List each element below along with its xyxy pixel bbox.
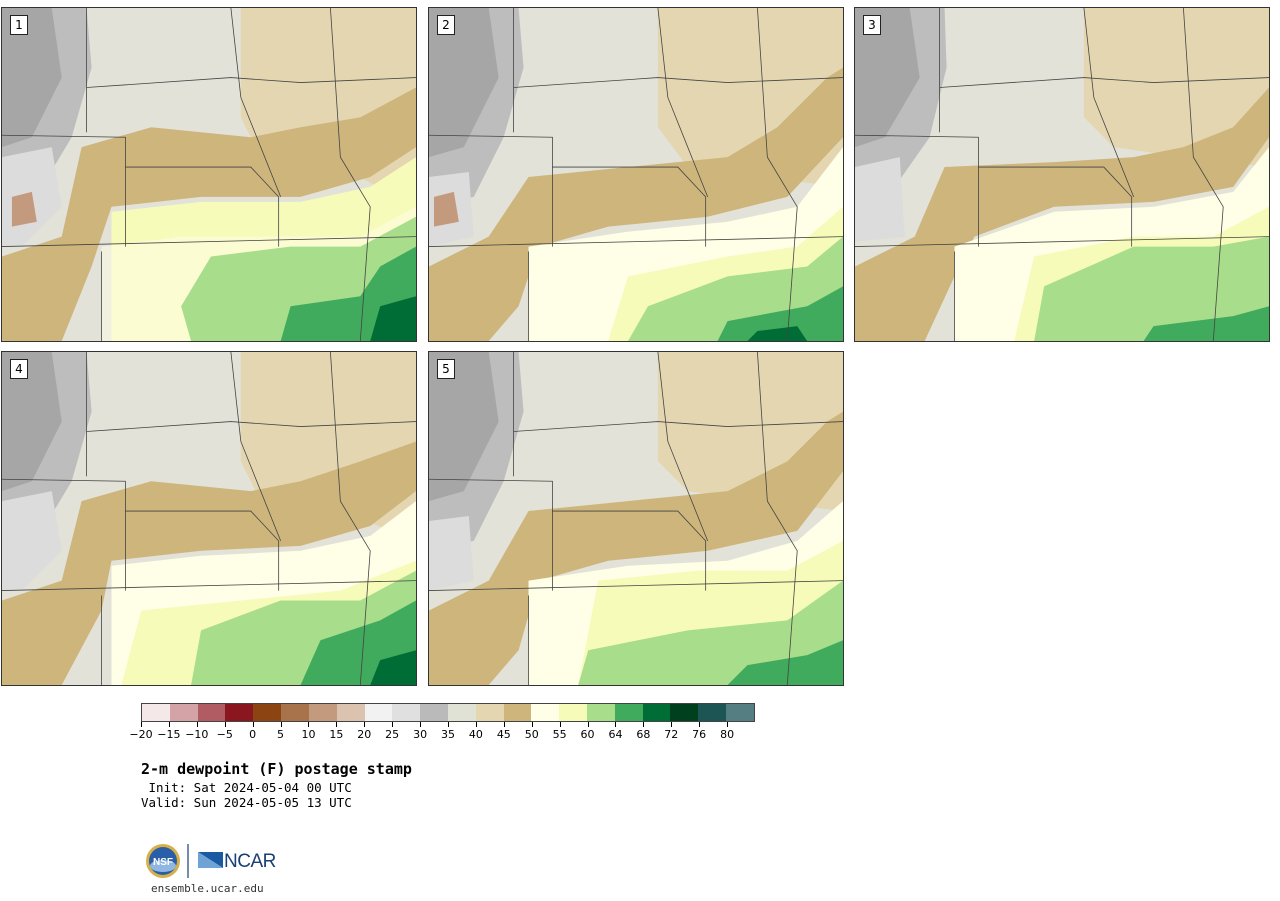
colorbar-tick-label: 55: [552, 728, 567, 741]
colorbar-tick-label: 60: [580, 728, 595, 741]
colorbar-swatch: [503, 704, 532, 721]
colorbar-tick-label: −20: [129, 728, 153, 741]
colorbar-tick: [252, 722, 254, 727]
colorbar-tick: [364, 722, 366, 727]
colorbar-swatch: [420, 704, 448, 721]
figure-title: 2-m dewpoint (F) postage stamp: [141, 760, 412, 778]
colorbar-tick: [196, 722, 198, 727]
panel-number: 3: [863, 15, 881, 35]
colorbar-swatch: [447, 704, 476, 721]
colorbar-tick-label: 72: [664, 728, 679, 741]
colorbar-swatch: [698, 704, 727, 721]
colorbar-tick: [336, 722, 338, 727]
panel-number: 5: [437, 359, 455, 379]
colorbar-swatch: [308, 704, 337, 721]
colorbar-swatch: [726, 704, 754, 721]
colorbar-tick-label: 40: [468, 728, 483, 741]
panel-number: 1: [10, 15, 28, 35]
colorbar-tick: [531, 722, 533, 727]
colorbar-ticks: −20 −15 −10 −5 0 5 10 15 20 25 30 35 40 45 50 55 60 64 68 7…: [129, 722, 755, 742]
colorbar-swatch: [642, 704, 671, 721]
panel-3: 3: [854, 7, 1270, 342]
map-panel-1: [2, 8, 416, 341]
panel-2: 2: [428, 7, 844, 342]
colorbar-tick: [392, 722, 394, 727]
colorbar-swatch: [670, 704, 699, 721]
map-panel-2: [429, 8, 843, 341]
colorbar-tick-label: 35: [441, 728, 455, 741]
colorbar-swatch: [475, 704, 504, 721]
colorbar-swatch: [614, 704, 643, 721]
init-time: Init: Sat 2024-05-04 00 UTC: [141, 780, 352, 795]
colorbar-tick: [448, 722, 449, 727]
colorbar-tick-label: −10: [185, 728, 209, 741]
colorbar-swatch: [364, 704, 393, 721]
colorbar-tick-label: 45: [496, 728, 511, 741]
nsf-seal-logo: NSF: [146, 844, 223, 878]
nsf-seal-text: NSF: [153, 857, 173, 868]
colorbar-swatch: [392, 704, 421, 721]
colorbar-tick: [168, 722, 170, 727]
colorbar-swatch: [169, 704, 198, 721]
colorbar-tick-label: 10: [301, 728, 316, 741]
map-panel-5: [429, 352, 843, 685]
colorbar-swatch: [197, 704, 226, 721]
map-panel-3: [855, 8, 1269, 341]
colorbar-swatch: [253, 704, 282, 721]
colorbar-tick-label: 50: [524, 728, 539, 741]
colorbar-swatch: [587, 704, 615, 721]
colorbar-tick-label: 25: [385, 728, 400, 741]
panel-4: 4: [1, 351, 417, 686]
ncar-logo-text: NCAR: [224, 851, 276, 872]
colorbar-tick: [420, 722, 422, 727]
map-panel-4: [2, 352, 416, 685]
colorbar-tick-label: 76: [692, 728, 707, 741]
colorbar-tick: [224, 722, 226, 727]
colorbar-tick-label: 15: [329, 728, 344, 741]
colorbar: [141, 703, 755, 722]
panel-number: 2: [437, 15, 455, 35]
colorbar-swatch: [336, 704, 365, 721]
colorbar-tick-label: 5: [277, 728, 285, 741]
colorbar-tick: [503, 722, 505, 727]
colorbar-tick: [643, 722, 645, 727]
valid-time: Valid: Sun 2024-05-05 13 UTC: [141, 795, 352, 810]
colorbar-tick: [587, 722, 589, 727]
colorbar-tick: [475, 722, 477, 727]
colorbar-tick: [280, 722, 282, 727]
colorbar-swatch: [281, 704, 309, 721]
site-url: ensemble.ucar.edu: [151, 882, 264, 895]
colorbar-tick-label: 68: [636, 728, 651, 741]
colorbar-tick-label: −5: [216, 728, 233, 741]
colorbar-tick-label: 30: [413, 728, 428, 741]
panel-5: 5: [428, 351, 844, 686]
colorbar-tick: [699, 722, 701, 727]
panel-1: 1: [1, 7, 417, 342]
colorbar-tick: [308, 722, 310, 727]
colorbar-swatch: [531, 704, 560, 721]
colorbar-tick-label: −15: [157, 728, 181, 741]
colorbar-tick-label: 80: [720, 728, 735, 741]
logos: NSF NCAR: [145, 842, 276, 882]
colorbar-tick: [615, 722, 617, 727]
colorbar-tick-label: 20: [357, 728, 372, 741]
colorbar-tick-label: 64: [608, 728, 623, 741]
colorbar-swatch: [225, 704, 254, 721]
colorbar-tick: [141, 722, 142, 727]
panel-number: 4: [10, 359, 28, 379]
colorbar-swatch: [559, 704, 587, 721]
colorbar-tick: [671, 722, 673, 727]
colorbar-tick-label: 0: [249, 728, 257, 741]
colorbar-tick: [559, 722, 561, 727]
colorbar-tick: [727, 722, 729, 727]
colorbar-swatch: [142, 704, 170, 721]
